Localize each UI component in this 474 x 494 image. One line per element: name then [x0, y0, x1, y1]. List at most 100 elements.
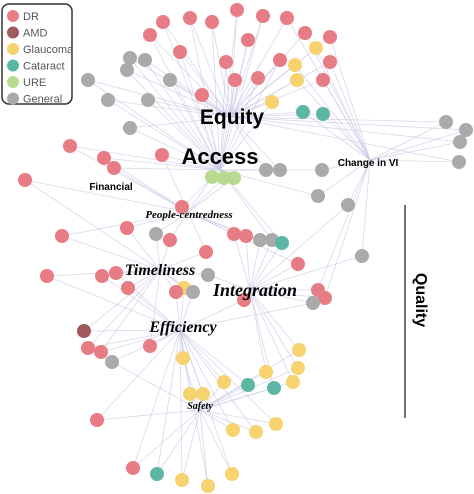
- legend-label: AMD: [23, 28, 48, 40]
- node: [267, 381, 281, 395]
- edge: [100, 329, 181, 353]
- node: [201, 268, 215, 282]
- node: [94, 345, 108, 359]
- edge: [159, 269, 209, 276]
- node: [150, 467, 164, 481]
- node: [40, 269, 54, 283]
- edge: [69, 145, 221, 171]
- edge: [249, 239, 261, 291]
- edge: [107, 99, 221, 171]
- edge: [324, 159, 371, 299]
- edge: [87, 329, 181, 349]
- node: [230, 3, 244, 17]
- node: [341, 198, 355, 212]
- edge: [245, 235, 251, 291]
- edge: [249, 289, 314, 304]
- node: [288, 58, 302, 72]
- edge: [187, 176, 213, 213]
- node: [81, 341, 95, 355]
- node: [155, 148, 169, 162]
- edge: [147, 99, 221, 171]
- edge: [249, 289, 300, 351]
- edge: [129, 127, 221, 171]
- edge: [24, 179, 189, 213]
- edge: [321, 159, 371, 171]
- node: [143, 28, 157, 42]
- edge: [249, 204, 349, 291]
- edge: [149, 34, 231, 118]
- edge: [329, 61, 371, 161]
- edge: [229, 116, 461, 143]
- edge: [159, 251, 207, 271]
- node: [175, 473, 189, 487]
- edge: [179, 329, 225, 383]
- node: [273, 53, 287, 67]
- legend-label: DR: [23, 11, 39, 23]
- node: [226, 423, 240, 437]
- legend-swatch: [7, 59, 19, 72]
- efficiency-label: Efficiency: [148, 319, 217, 336]
- edge: [129, 116, 231, 129]
- edge: [156, 409, 201, 475]
- edge: [149, 269, 161, 347]
- node: [169, 285, 183, 299]
- edge: [144, 59, 231, 118]
- node: [309, 41, 323, 55]
- legend-label: General: [23, 94, 62, 106]
- node: [121, 281, 135, 295]
- edge: [179, 299, 245, 331]
- edge: [369, 141, 461, 161]
- financial-label: Financial: [89, 182, 133, 193]
- node: [256, 9, 270, 23]
- node: [101, 93, 115, 107]
- node: [107, 161, 121, 175]
- node: [183, 11, 197, 25]
- edge: [361, 159, 371, 257]
- node: [90, 413, 104, 427]
- node: [18, 173, 32, 187]
- node: [323, 30, 337, 44]
- node: [186, 285, 200, 299]
- node: [163, 73, 177, 87]
- edge: [96, 409, 201, 421]
- node: [298, 26, 312, 40]
- node: [259, 365, 273, 379]
- node: [95, 269, 109, 283]
- node: [205, 170, 219, 184]
- edge: [249, 242, 283, 291]
- node: [318, 291, 332, 305]
- quality-label: Quality: [412, 273, 429, 327]
- edge: [219, 101, 273, 171]
- edge: [322, 113, 371, 161]
- node: [175, 200, 189, 214]
- edge: [369, 159, 460, 163]
- legend-swatch: [7, 10, 19, 22]
- node: [316, 73, 330, 87]
- edge: [294, 64, 371, 161]
- legend-swatch: [7, 26, 19, 39]
- edge: [111, 361, 201, 411]
- edge: [219, 39, 249, 171]
- edge: [207, 274, 251, 291]
- edge: [229, 79, 298, 118]
- edge: [179, 51, 231, 118]
- edge: [115, 269, 161, 274]
- edge: [249, 289, 294, 383]
- change-in-vi-label: Change in VI: [338, 158, 399, 169]
- edge: [46, 275, 181, 331]
- node: [205, 15, 219, 29]
- edge: [317, 159, 371, 197]
- edge: [87, 269, 161, 349]
- edge: [233, 233, 251, 291]
- edge: [101, 275, 181, 331]
- edge: [317, 159, 371, 291]
- edge: [229, 116, 267, 171]
- node: [315, 163, 329, 177]
- edge: [100, 269, 161, 353]
- node: [120, 221, 134, 235]
- node: [199, 245, 213, 259]
- edge: [169, 79, 221, 171]
- node: [323, 55, 337, 69]
- edge: [181, 409, 201, 481]
- node: [201, 479, 215, 493]
